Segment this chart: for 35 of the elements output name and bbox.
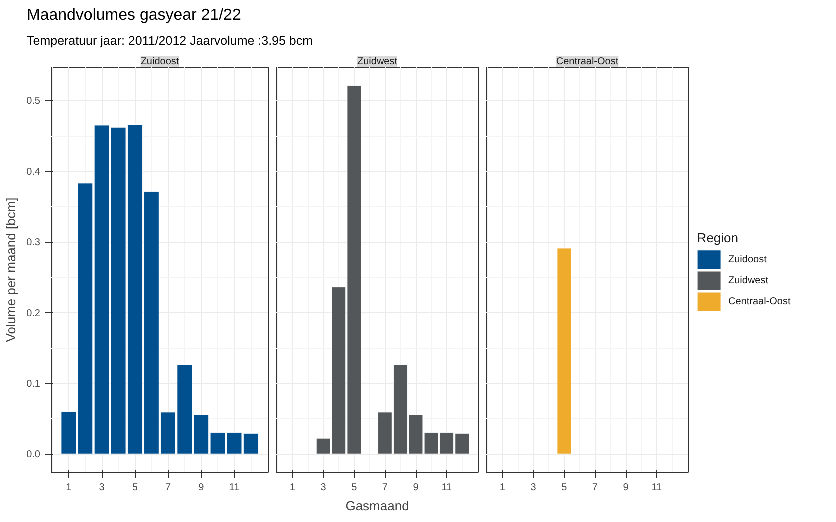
x-tick-label: 5 [352, 482, 358, 494]
x-tick-label: 11 [229, 482, 240, 494]
x-tick-label: 1 [66, 482, 72, 494]
x-tick-label: 3 [320, 482, 327, 494]
legend-label: Centraal-Oost [728, 296, 791, 308]
x-tick-label: 9 [198, 482, 205, 494]
x-tick-label: 9 [413, 482, 420, 494]
legend-label: Zuidwest [728, 275, 769, 286]
y-tick-label: 0.2 [26, 308, 41, 320]
y-tick-label: 0.1 [26, 378, 41, 390]
x-tick-label: 7 [382, 482, 388, 494]
x-tick-label: 11 [652, 482, 663, 494]
x-tick-label: 1 [290, 482, 296, 494]
x-tick-label: 5 [132, 482, 138, 494]
text: Centraal-Oost [556, 56, 619, 68]
x-tick-label: 7 [592, 482, 598, 494]
y-tick-label: 0.4 [26, 166, 41, 178]
x-tick-label: 7 [166, 482, 172, 494]
chart-subtitle: Temperatuur jaar: 2011/2012 Jaarvolume :3.95 bcm [27, 33, 314, 50]
x-tick-label: 1 [500, 482, 506, 494]
y-axis-title: Volume per maand [bcm] [4, 198, 19, 342]
y-tick-label: 0.5 [26, 96, 41, 108]
text: Zuidwest [357, 56, 398, 68]
x-tick-label: 3 [99, 482, 106, 494]
legend-label: Zuidoost [728, 254, 768, 266]
y-tick-label: 0.0 [26, 450, 41, 461]
x-tick-label: 11 [442, 482, 453, 494]
x-tick-label: 9 [623, 482, 630, 494]
x-tick-label: 3 [530, 482, 537, 494]
y-tick-label: 0.3 [26, 238, 41, 249]
legend-title: Region [697, 230, 739, 246]
text: Zuidoost [140, 56, 180, 68]
x-axis-title: Gasmaand [346, 498, 410, 514]
x-tick-label: 5 [562, 482, 568, 494]
chart-title: Maandvolumes gasyear 21/22 [27, 6, 242, 26]
